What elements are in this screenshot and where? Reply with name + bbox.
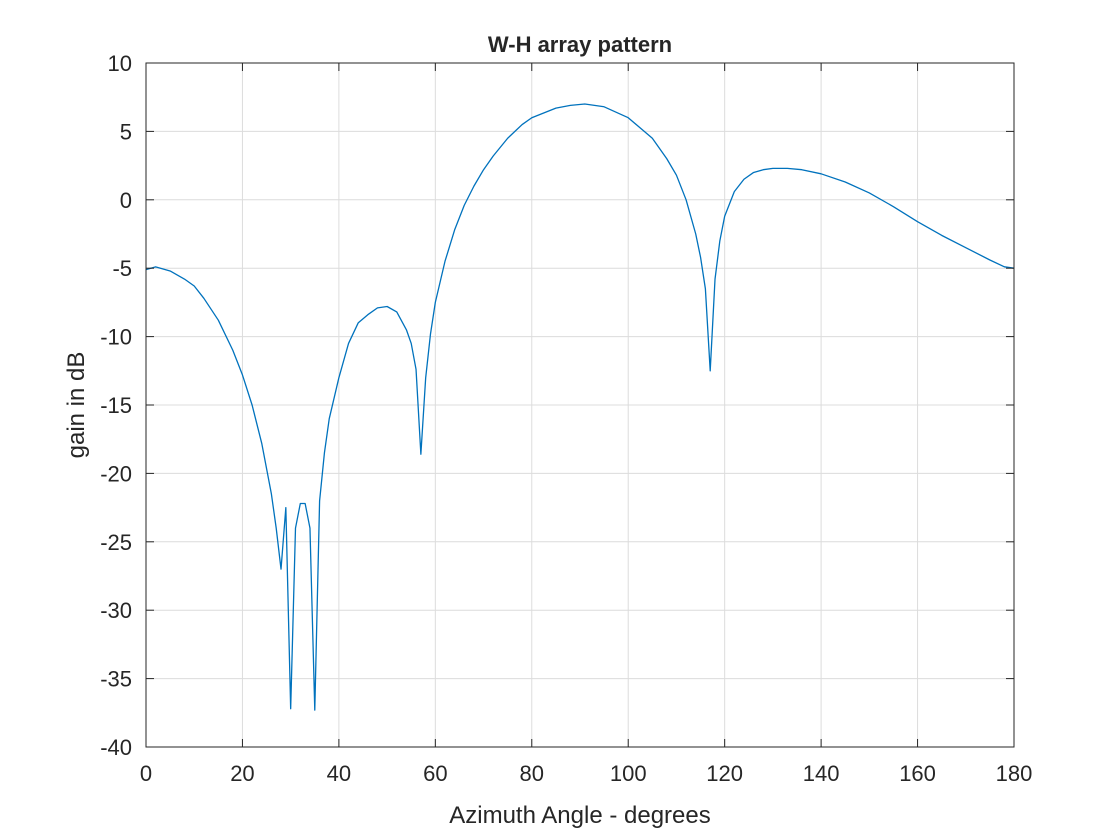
- x-tick-label: 40: [327, 761, 351, 786]
- x-tick-label: 140: [803, 761, 840, 786]
- x-tick-label: 0: [140, 761, 152, 786]
- y-tick-label: -20: [100, 461, 132, 486]
- x-tick-label: 60: [423, 761, 447, 786]
- x-tick-label: 80: [520, 761, 544, 786]
- series-layer: [145, 103, 1015, 711]
- y-tick-label: -5: [112, 256, 132, 281]
- y-tick-label: -35: [100, 667, 132, 692]
- y-tick-label: -40: [100, 735, 132, 760]
- x-axis-label: Azimuth Angle - degrees: [449, 802, 710, 829]
- y-tick-label: -30: [100, 598, 132, 623]
- y-tick-labels: 10 5 0 -5 -10 -15 -20 -25 -30 -35 -40: [100, 51, 132, 760]
- x-tick-label: 180: [996, 761, 1033, 786]
- x-tick-label: 20: [230, 761, 254, 786]
- y-tick-label: -10: [100, 325, 132, 350]
- y-tick-label: -15: [100, 393, 132, 418]
- y-tick-label: -25: [100, 530, 132, 555]
- tick-marks: [145, 62, 1015, 748]
- x-tick-label: 120: [706, 761, 743, 786]
- x-tick-labels: 0 20 40 60 80 100 120 140 160 180: [140, 761, 1032, 786]
- chart-title: W-H array pattern: [488, 32, 672, 57]
- y-tick-label: 0: [120, 188, 132, 213]
- x-tick-label: 160: [899, 761, 936, 786]
- series-line: [145, 103, 1015, 711]
- y-tick-label: 5: [120, 119, 132, 144]
- x-tick-label: 100: [610, 761, 647, 786]
- y-tick-label: 10: [108, 51, 132, 76]
- y-axis-label: gain in dB: [63, 352, 90, 459]
